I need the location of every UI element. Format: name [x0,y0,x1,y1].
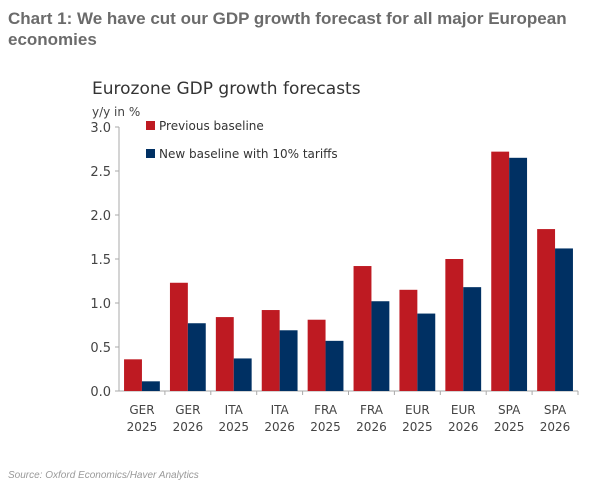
bar-previous-ita-2026 [261,310,280,391]
x-tick-label: 2026 [356,420,387,434]
y-tick-label: 1.5 [90,253,111,268]
y-tick-label: 3.0 [90,121,111,136]
bar-new-ger-2026 [187,323,206,391]
x-tick-label: 2026 [448,420,479,434]
x-tick-label: 2025 [402,420,433,434]
y-tick-label: 1.0 [90,297,111,312]
legend-swatch [146,121,155,130]
x-tick-label: FRA [314,403,338,417]
bar-previous-spa-2026 [537,229,556,391]
bar-new-fra-2026 [371,301,390,391]
bar-previous-ita-2025 [215,317,234,391]
x-tick-label: 2026 [264,420,295,434]
x-tick-label: 2025 [494,420,525,434]
legend-label: New baseline with 10% tariffs [159,147,338,161]
x-tick-label: 2025 [310,420,341,434]
bar-previous-fra-2025 [307,319,326,391]
bar-new-eur-2026 [463,287,482,391]
bar-previous-eur-2026 [445,259,464,391]
y-tick-label: 2.0 [90,209,111,224]
x-tick-label: 2026 [173,420,204,434]
bar-new-eur-2025 [417,313,436,391]
bar-previous-ger-2026 [169,282,188,391]
x-tick-label: GER [129,403,154,417]
bar-new-spa-2026 [555,248,573,391]
x-tick-label: 2025 [127,420,158,434]
bar-previous-ger-2025 [124,359,142,391]
y-tick-label: 2.5 [90,165,111,180]
x-tick-label: EUR [451,403,476,417]
y-axis-label: y/y in % [92,105,140,119]
bar-previous-spa-2025 [491,151,510,391]
x-tick-label: ITA [225,403,244,417]
y-tick-label: 0.0 [90,385,111,400]
bar-new-spa-2025 [509,157,528,391]
bar-new-ita-2025 [233,358,252,391]
bar-previous-eur-2025 [399,289,418,391]
x-tick-label: SPA [544,403,567,417]
x-tick-label: SPA [498,403,521,417]
x-tick-label: ITA [271,403,290,417]
x-tick-label: EUR [405,403,430,417]
chart-heading: Chart 1: We have cut our GDP growth fore… [8,9,567,49]
source-note: Source: Oxford Economics/Haver Analytics [8,470,199,481]
bar-new-fra-2025 [325,340,344,391]
bar-new-ita-2026 [279,330,298,391]
x-tick-label: GER [175,403,200,417]
y-tick-label: 0.5 [90,341,111,356]
legend-label: Previous baseline [159,119,264,133]
x-tick-label: 2025 [218,420,249,434]
bar-previous-fra-2026 [353,266,372,391]
bar-new-ger-2025 [141,381,160,391]
x-tick-label: FRA [360,403,384,417]
legend-swatch [146,149,155,158]
chart-title: Eurozone GDP growth forecasts [92,79,361,99]
x-tick-label: 2026 [540,420,571,434]
